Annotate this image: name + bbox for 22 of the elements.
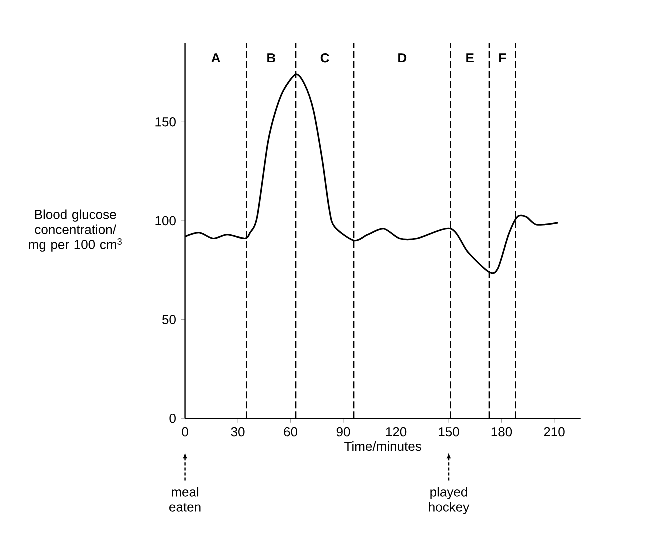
- annotation: A: [212, 54, 220, 63]
- annotation: B: [268, 54, 276, 63]
- y-tick-label: 100: [156, 216, 176, 226]
- y-axis-title: Blood glucose concentration/ mg per 100 cm$^{3}$: [29, 210, 122, 252]
- annotation: meal eaten: [170, 487, 201, 512]
- x-tick-label: 210: [544, 428, 565, 437]
- y-tick-label: 150: [156, 118, 176, 127]
- x-tick-label: 0: [182, 428, 188, 437]
- annotation: E: [466, 54, 474, 63]
- x-axis-title: Time/minutes: [344, 442, 422, 452]
- x-tick-label: 60: [284, 428, 298, 437]
- x-tick-label: 150: [439, 428, 460, 437]
- x-tick-label: 120: [386, 428, 407, 437]
- x-tick-label: 180: [492, 428, 512, 437]
- annotation: F: [500, 54, 506, 63]
- x-tick-label: 90: [336, 428, 350, 437]
- annotation: C: [320, 54, 330, 63]
- y-tick-label: 50: [162, 315, 176, 324]
- y-tick-label: 0: [170, 414, 176, 424]
- x-tick-label: 30: [231, 428, 245, 437]
- annotation: played hockey: [429, 487, 470, 515]
- annotation: D: [398, 54, 407, 63]
